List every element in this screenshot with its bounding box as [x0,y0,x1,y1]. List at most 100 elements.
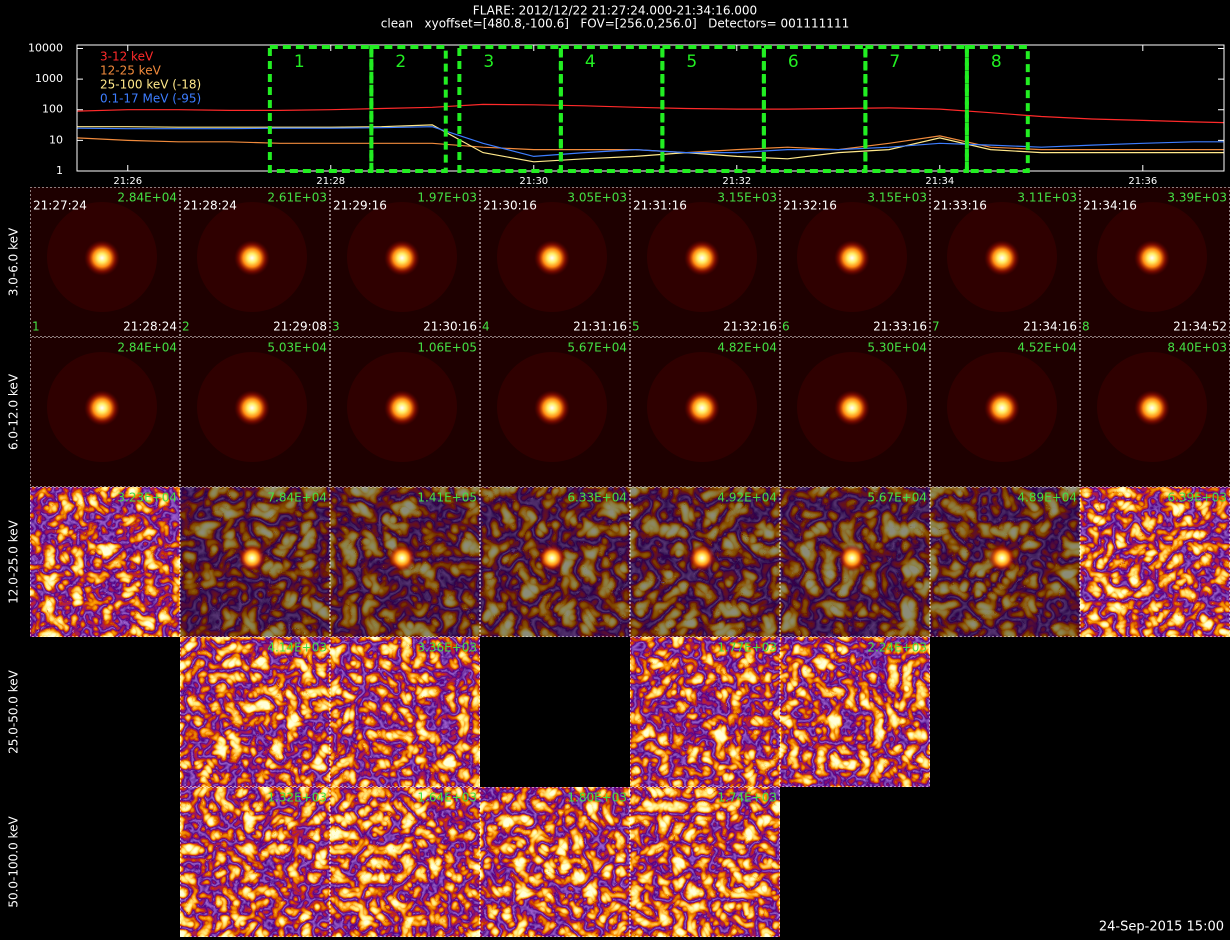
interval-box [863,45,969,173]
noise-image [630,637,780,787]
noise-image [330,787,480,937]
panel-start: 21:27:24 [33,199,87,213]
image-panel: 3.05E+03 21:30:16 4 21:31:16 [480,187,630,337]
footer-timestamp: 24-Sep-2015 15:00 [1099,920,1224,935]
legend-label: 3-12 keV [100,50,154,64]
panel-end: 21:34:16 [1023,320,1077,334]
panel-border [630,487,780,637]
panel-border [930,487,1080,637]
source [84,390,120,426]
row-label: 6.0-12.0 keV [7,373,21,450]
panel-max: 1.32E+03 [267,791,327,805]
panel-max: 4.92E+04 [717,491,777,505]
panel-max: 3.11E+03 [1017,191,1077,205]
panel-border [1080,337,1230,487]
source [834,390,870,426]
interval-label: 8 [991,52,1002,72]
title: FLARE: 2012/12/22 21:27:24.000-21:34:16.… [473,4,757,18]
panel-max: 3.23E+04 [117,491,177,505]
image-panel: 4.52E+04 [930,337,1080,487]
panel-max: 5.30E+04 [867,341,927,355]
panel-start: 21:31:16 [633,199,687,213]
source [534,240,570,276]
y-tick-label: 100 [42,103,63,116]
image-panel: 1.32E+03 [180,787,330,937]
panel-border [780,337,930,487]
image-panel: 1.41E+05 [330,487,480,637]
source [538,544,566,572]
image-panel: 1.64E+03 [330,787,480,937]
panel-border [180,487,330,637]
panel-max: 4.52E+04 [1017,341,1077,355]
noise-image [180,637,330,787]
x-tick-label: 21:30 [519,176,548,187]
panel-number: 1 [32,320,40,334]
panel-start: 21:33:16 [933,199,987,213]
interval-label: 4 [585,52,596,72]
image-panel: 4.14E+03 [180,637,330,787]
interval-box [369,45,448,173]
row-label: 3.0-6.0 keV [7,227,21,296]
panel-border [330,337,480,487]
source [1134,390,1170,426]
noise-image [780,637,930,787]
source [384,390,420,426]
series-line [77,124,1224,163]
panel-max: 2.84E+04 [117,191,177,205]
image-panel: 3.39E+03 21:34:16 8 21:34:52 [1080,187,1230,337]
panel-border [30,337,180,487]
image-panel: 3.23E+04 [30,487,180,637]
legend-label: 25-100 keV (-18) [100,78,201,92]
panel-border [780,637,930,787]
noise-image [30,487,180,637]
panel-border [480,487,630,637]
panel-border [180,637,330,787]
panel-border [1080,487,1230,637]
panel-end: 21:32:16 [723,320,777,334]
row-label: 25.0-50.0 keV [7,669,21,753]
panel-border [180,337,330,487]
x-tick-label: 21:36 [1128,176,1157,187]
interval-box [457,45,563,173]
interval-box [267,45,374,173]
image-panel: 4.82E+04 [630,337,780,487]
source [984,240,1020,276]
image-panel: 2.24E+03 [780,637,930,787]
interval-label: 1 [294,52,305,72]
panel-max: 3.15E+03 [717,191,777,205]
panel-border [330,487,480,637]
image-panel: 1.06E+05 [330,337,480,487]
panel-end: 21:30:16 [423,320,477,334]
panel-number: 7 [932,320,940,334]
interval-box [558,45,665,173]
source [84,240,120,276]
panel-end: 21:28:24 [123,320,177,334]
panel-max: 6.33E+04 [567,491,627,505]
source [388,544,416,572]
panel-max: 3.05E+03 [567,191,627,205]
panel-border [1080,187,1230,337]
panel-border [480,187,630,337]
subtitle: clean xyoffset=[480.8,-100.6] FOV=[256.0… [381,17,849,31]
panel-start: 21:34:16 [1083,199,1137,213]
interval-box [964,45,1030,173]
image-panel: 8.40E+03 [1080,337,1230,487]
source [684,240,720,276]
panel-end: 21:34:52 [1173,320,1227,334]
source [238,544,266,572]
panel-end: 21:29:08 [273,320,327,334]
panel-border [180,787,330,937]
y-tick-label: 1000 [35,72,63,85]
image-panel: 5.67E+04 [780,487,930,637]
image-panel: 2.84E+04 [30,337,180,487]
panel-max: 5.03E+04 [267,341,327,355]
panel-max: 4.82E+04 [717,341,777,355]
panel-border [630,787,780,937]
panel-max: 4.14E+03 [267,641,327,655]
interval-label: 5 [686,52,697,72]
panel-border [330,187,480,337]
interval-label: 2 [395,52,406,72]
image-panel: 3.36E+03 [330,637,480,787]
panel-max: 5.67E+04 [867,491,927,505]
